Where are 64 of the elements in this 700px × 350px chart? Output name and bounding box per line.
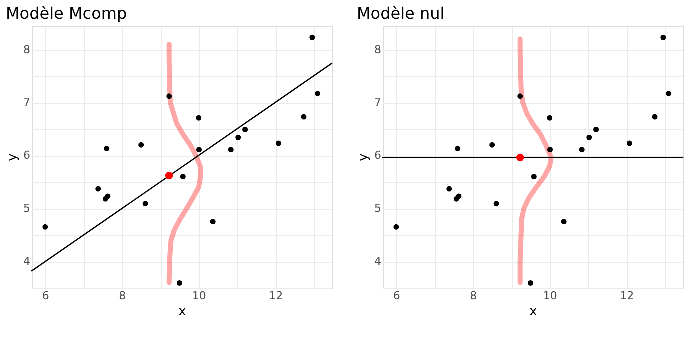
point [548, 147, 553, 153]
point [531, 174, 537, 180]
point [652, 114, 658, 120]
y-tick-label: 7 [24, 96, 30, 110]
point [105, 194, 111, 200]
x-tick-label: 8 [119, 290, 126, 302]
point [142, 201, 148, 207]
point [210, 219, 216, 225]
x-axis-title: x [178, 304, 187, 320]
y-tick-label: 4 [24, 255, 30, 268]
x-tick-label: 10 [543, 290, 558, 302]
point [228, 147, 234, 153]
point [180, 174, 186, 180]
point [660, 34, 666, 40]
point [446, 186, 452, 192]
y-tick-label: 8 [24, 43, 30, 56]
x-tick-label: 6 [42, 290, 50, 302]
point [138, 142, 144, 148]
point [626, 140, 632, 146]
x-tick-label: 6 [393, 290, 400, 302]
y-tick-label: 8 [374, 43, 382, 56]
point [236, 134, 242, 140]
point [166, 94, 172, 100]
point [579, 147, 585, 153]
chart-title: Modèle nul [357, 4, 445, 23]
point [176, 280, 182, 286]
y-axis-title: y [6, 153, 20, 162]
point [455, 146, 461, 152]
y-tick-label: 4 [374, 255, 382, 268]
point [494, 201, 500, 207]
point [666, 91, 672, 96]
x-tick-label: 8 [470, 290, 478, 302]
y-tick-label: 6 [374, 149, 382, 162]
point [594, 127, 600, 132]
y-tick-label: 5 [24, 202, 30, 216]
y-tick-label: 6 [24, 149, 30, 162]
x-tick-label: 10 [192, 290, 206, 302]
chart-title: Modèle Mcomp [6, 4, 128, 23]
point [516, 154, 524, 162]
point [561, 219, 567, 225]
point [490, 142, 496, 148]
x-tick-label: 12 [269, 290, 284, 302]
point [165, 172, 174, 180]
point [456, 194, 462, 200]
point [310, 34, 316, 40]
point [196, 115, 202, 121]
point [586, 134, 592, 140]
point [518, 94, 524, 100]
point [42, 224, 48, 230]
y-tick-label: 7 [374, 96, 382, 110]
point [547, 115, 553, 121]
point [528, 280, 534, 286]
y-tick-label: 5 [374, 202, 382, 216]
x-tick-label: 12 [620, 290, 634, 302]
y-axis-title: y [356, 153, 372, 162]
x-axis-title: x [530, 304, 538, 320]
point [301, 114, 307, 120]
point [196, 147, 202, 153]
point [104, 146, 110, 152]
point [242, 127, 248, 132]
point [315, 91, 321, 96]
point [96, 186, 102, 192]
point [394, 224, 400, 230]
point [276, 140, 282, 146]
